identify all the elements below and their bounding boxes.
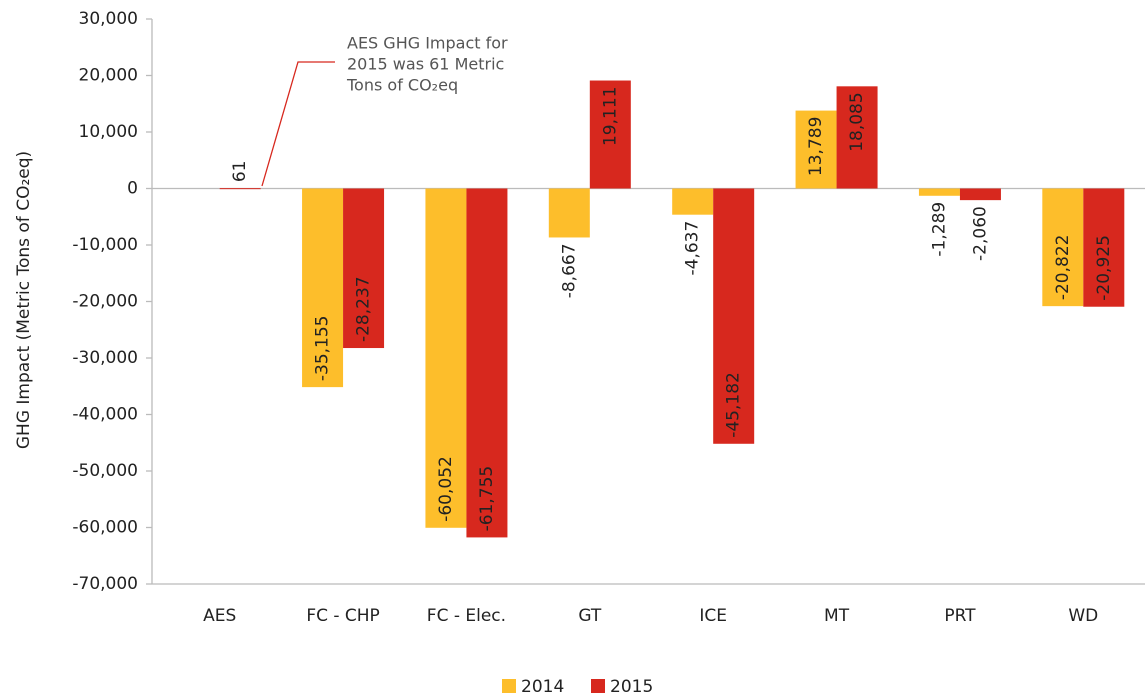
x-tick-label: MT (824, 606, 850, 626)
y-tick-label: -60,000 (72, 518, 138, 538)
bar (672, 188, 714, 215)
x-tick-label: PRT (944, 606, 976, 626)
bar (713, 188, 755, 444)
legend-swatch (502, 679, 516, 693)
bar (1042, 188, 1084, 307)
bar (425, 188, 467, 528)
bar (466, 188, 508, 538)
legend-swatch (591, 679, 605, 693)
annotation-line: AES GHG Impact for (347, 34, 508, 53)
y-tick-label: -20,000 (72, 292, 138, 312)
x-tick-label: GT (578, 606, 602, 626)
bar (1083, 188, 1125, 307)
bar (548, 188, 590, 238)
legend-label: 2015 (610, 677, 653, 697)
data-label: 19,111 (600, 87, 620, 146)
data-label: -35,155 (313, 316, 333, 382)
data-label: -20,925 (1094, 235, 1114, 301)
x-tick-label: FC - Elec. (427, 606, 506, 626)
bar (219, 188, 261, 190)
annotation-line: 2015 was 61 Metric (347, 55, 504, 74)
data-label: 61 (230, 161, 250, 183)
y-tick-label: -10,000 (72, 235, 138, 255)
bar (589, 80, 631, 189)
y-tick-label: 20,000 (79, 66, 138, 86)
data-label: -2,060 (970, 206, 990, 261)
bar (959, 188, 1001, 201)
data-label: -60,052 (436, 456, 456, 522)
annotation-leader (261, 61, 335, 187)
y-tick-label: 30,000 (79, 9, 138, 29)
bar (343, 188, 385, 349)
y-tick-label: -50,000 (72, 461, 138, 481)
bar (302, 188, 344, 388)
x-tick-label: FC - CHP (306, 606, 380, 626)
data-label: -4,637 (683, 221, 703, 276)
bar (918, 188, 960, 196)
y-tick-label: -30,000 (72, 348, 138, 368)
y-tick-label: 0 (127, 179, 138, 199)
data-label: -45,182 (724, 372, 744, 438)
y-axis-label: GHG Impact (Metric Tons of CO₂eq) (14, 151, 34, 449)
data-label: 18,085 (847, 92, 867, 151)
bar (836, 86, 878, 189)
y-tick-label: -40,000 (72, 405, 138, 425)
data-label: -1,289 (929, 202, 949, 257)
y-tick-label: 10,000 (79, 122, 138, 142)
legend-label: 2014 (521, 677, 564, 697)
y-tick-label: -70,000 (72, 574, 138, 594)
x-tick-label: WD (1068, 606, 1098, 626)
data-label: 13,789 (806, 117, 826, 176)
annotation-line: Tons of CO₂eq (346, 76, 458, 95)
data-label: -8,667 (559, 243, 579, 298)
data-label: -61,755 (477, 466, 497, 532)
x-tick-label: AES (203, 606, 236, 626)
data-label: -28,237 (354, 276, 374, 342)
bar (795, 110, 837, 189)
data-label: -20,822 (1053, 235, 1073, 301)
x-tick-label: ICE (699, 606, 727, 626)
